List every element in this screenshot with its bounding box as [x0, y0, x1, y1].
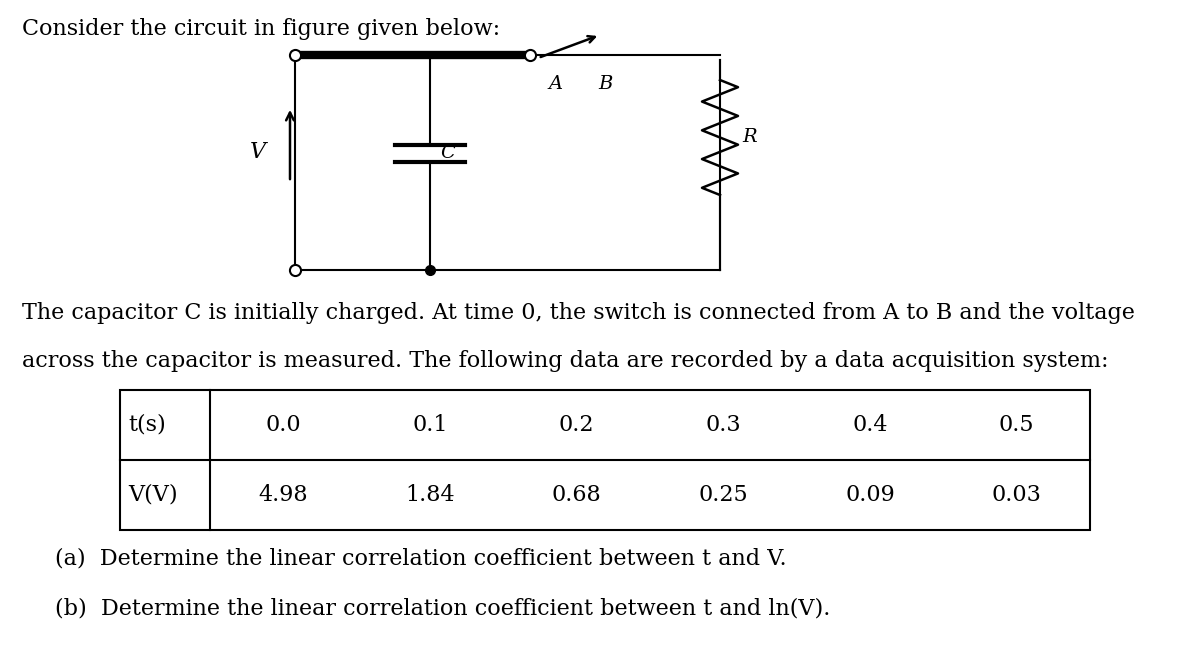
- Text: 0.09: 0.09: [845, 484, 895, 506]
- Text: across the capacitor is measured. The following data are recorded by a data acqu: across the capacitor is measured. The fo…: [22, 350, 1109, 372]
- Text: 0.68: 0.68: [552, 484, 601, 506]
- Text: 0.2: 0.2: [559, 414, 594, 436]
- Text: 0.4: 0.4: [852, 414, 888, 436]
- Text: 0.03: 0.03: [991, 484, 1042, 506]
- Text: 0.3: 0.3: [706, 414, 742, 436]
- Text: (b)  Determine the linear correlation coefficient between t and ln(V).: (b) Determine the linear correlation coe…: [55, 598, 830, 620]
- Text: (a)  Determine the linear correlation coefficient between t and V.: (a) Determine the linear correlation coe…: [55, 548, 787, 570]
- Text: t(s): t(s): [128, 414, 166, 436]
- Text: V(V): V(V): [128, 484, 178, 506]
- Text: 0.5: 0.5: [998, 414, 1034, 436]
- Text: 1.84: 1.84: [406, 484, 455, 506]
- Bar: [120, 390, 1090, 530]
- Text: 0.1: 0.1: [413, 414, 448, 436]
- Text: V: V: [250, 141, 266, 163]
- Text: 0.0: 0.0: [265, 414, 301, 436]
- Text: The capacitor C is initially charged. At time 0, the switch is connected from A : The capacitor C is initially charged. At…: [22, 302, 1135, 324]
- Text: R: R: [742, 128, 757, 146]
- Text: B: B: [598, 75, 612, 93]
- Text: 4.98: 4.98: [258, 484, 308, 506]
- Text: Consider the circuit in figure given below:: Consider the circuit in figure given bel…: [22, 18, 500, 40]
- Text: 0.25: 0.25: [698, 484, 748, 506]
- Text: C: C: [440, 144, 455, 162]
- Text: A: A: [548, 75, 562, 93]
